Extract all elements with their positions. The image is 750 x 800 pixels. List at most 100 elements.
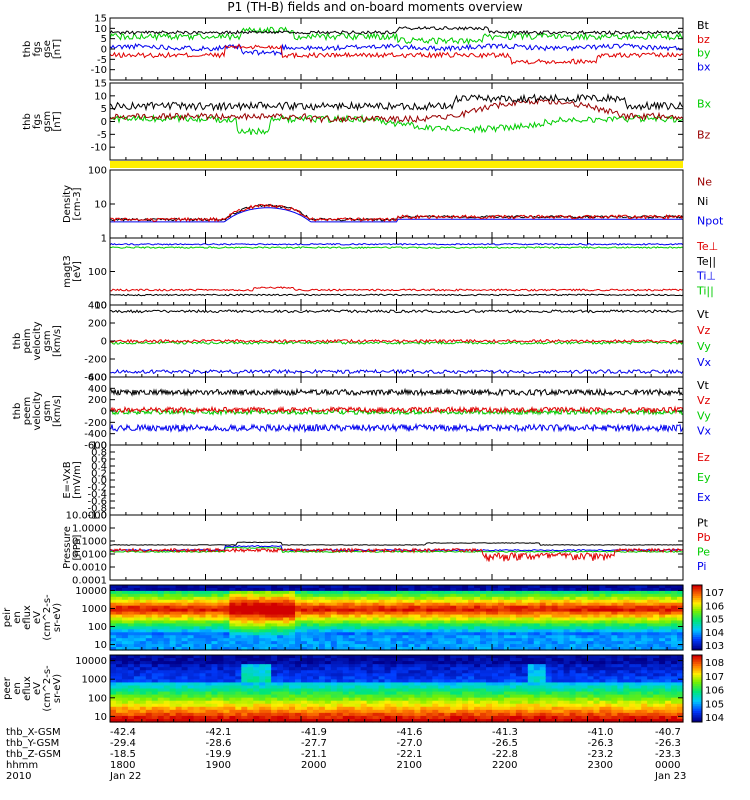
panel-frame-6 <box>109 444 684 516</box>
y-tick-label: 0 <box>101 45 107 56</box>
y-axis-label: [mV/m] <box>72 461 83 499</box>
y-tick-label: -0.6 <box>87 497 107 508</box>
vt-peem-line <box>109 387 684 398</box>
colorbar-tick-label: 106 <box>705 686 724 697</box>
y-tick-label: 10 <box>94 24 107 35</box>
y-tick-label: 1.0 <box>91 441 107 452</box>
bt-gsm-line <box>109 93 684 112</box>
npot-line <box>110 207 683 223</box>
y-tick-label: 10 <box>94 712 107 723</box>
pe-line <box>109 546 684 553</box>
x-axis-value: -27.0 <box>396 738 423 749</box>
vz-peim-line <box>110 338 684 344</box>
vz-peem-line <box>109 405 684 415</box>
y-tick-label: -5 <box>97 130 107 141</box>
x-axis-value: -41.3 <box>492 727 518 738</box>
legend-Vt: Vt <box>697 379 710 392</box>
pb-line <box>109 547 684 562</box>
colorbar-tick-label: 107 <box>705 588 724 599</box>
y-tick-label: 15 <box>94 14 107 25</box>
y-tick-label: 10000 <box>75 586 107 597</box>
y-tick-label: -1.0 <box>87 511 107 522</box>
y-axis-label: (cm^2-s- <box>42 594 53 641</box>
y-tick-label: 400 <box>88 384 107 395</box>
y-axis-label: thb <box>22 41 33 58</box>
legend-Te||: Te|| <box>696 255 716 268</box>
x-axis-value: -21.1 <box>301 749 327 760</box>
legend-Pi: Pi <box>697 560 706 573</box>
colorbar-tick-label: 103 <box>705 641 724 652</box>
y-axis-label: thb <box>12 333 23 350</box>
x-axis-row-label: 2010 <box>6 771 32 782</box>
y-tick-label: 400 <box>88 301 107 312</box>
x-axis-row-label: hhmm <box>6 760 39 771</box>
legend-Ti⊥: Ti⊥ <box>696 270 716 283</box>
x-axis-value: -29.4 <box>110 738 136 749</box>
y-tick-label: 0.8 <box>91 448 107 459</box>
colorbar-tick-label: 107 <box>705 672 724 683</box>
x-axis-row-label: thb_Y-GSM <box>6 738 60 749</box>
y-tick-label: 10 <box>94 301 107 312</box>
y-tick-label: 1000 <box>82 604 107 615</box>
legend-Te⊥: Te⊥ <box>696 240 718 253</box>
y-axis-label: peir <box>2 607 13 627</box>
legend-Vz: Vz <box>697 394 711 407</box>
y-axis-label: Pressure <box>62 526 73 569</box>
panel-frame-0 <box>109 17 684 81</box>
legend-Bt: Bt <box>697 19 710 32</box>
x-axis-value: -22.8 <box>492 749 518 760</box>
y-tick-label: 0 <box>101 337 107 348</box>
vx-peem-line <box>109 422 684 434</box>
pt-line <box>109 541 683 546</box>
x-axis-value: 1900 <box>205 760 231 771</box>
y-axis-label: thb <box>0 680 3 697</box>
y-tick-label: 200 <box>88 319 107 330</box>
x-axis-value: -41.6 <box>396 727 423 738</box>
panel-frame-1 <box>109 82 684 161</box>
legend-Bz: Bz <box>697 128 711 141</box>
y-axis-label: [eV] <box>72 261 83 282</box>
y-axis-label: gsm <box>42 330 53 351</box>
legend-by: by <box>697 47 711 60</box>
peer-spectrogram <box>110 655 684 723</box>
y-tick-label: -0.4 <box>87 490 107 501</box>
x-axis-value: -26.3 <box>587 738 614 749</box>
x-axis-row-label: thb_X-GSM <box>6 727 61 738</box>
y-axis-label: fgs <box>32 41 43 56</box>
colorbar-tick-label: 106 <box>705 601 724 612</box>
x-axis-value: 0000 <box>655 760 681 771</box>
y-axis-label: thb <box>0 609 3 626</box>
te-perp-line <box>109 286 684 292</box>
y-axis-label: E=-VxB <box>62 461 73 498</box>
x-axis-value: -42.4 <box>110 727 136 738</box>
y-tick-label: 1000 <box>82 675 107 686</box>
y-axis-label: magt3 <box>62 255 73 288</box>
x-axis-value: -40.7 <box>655 727 681 738</box>
y-axis-label: sr-eV) <box>52 674 63 703</box>
y-axis-label: Density <box>62 185 73 223</box>
y-tick-label: 0.0100 <box>72 550 107 561</box>
legend-Ey: Ey <box>697 471 711 484</box>
by-line <box>109 26 684 46</box>
panel-frame-2 <box>109 169 684 239</box>
colorbar-8 <box>691 584 703 651</box>
y-axis-label: (cm^2-s- <box>42 665 53 712</box>
y-tick-label: -10 <box>91 65 107 76</box>
y-axis-label: eflux <box>22 605 33 630</box>
bz-gsm-line <box>109 97 684 124</box>
y-axis-label: peem <box>22 397 33 425</box>
colorbar-tick-label: 108 <box>705 658 724 669</box>
x-axis-value: 1800 <box>110 760 136 771</box>
y-tick-label: 15 <box>94 79 107 90</box>
y-tick-label: 200 <box>88 395 107 406</box>
x-axis-value: -27.7 <box>301 738 327 749</box>
x-axis-value: -28.6 <box>205 738 232 749</box>
y-tick-label: -10 <box>91 143 107 154</box>
x-axis-value: -42.1 <box>205 727 232 738</box>
y-axis-label: thb <box>12 403 23 420</box>
y-axis-label: eflux <box>22 676 33 701</box>
y-axis-label: eV <box>32 611 43 624</box>
y-tick-label: -200 <box>84 355 107 366</box>
y-axis-label: velocity <box>32 321 43 360</box>
